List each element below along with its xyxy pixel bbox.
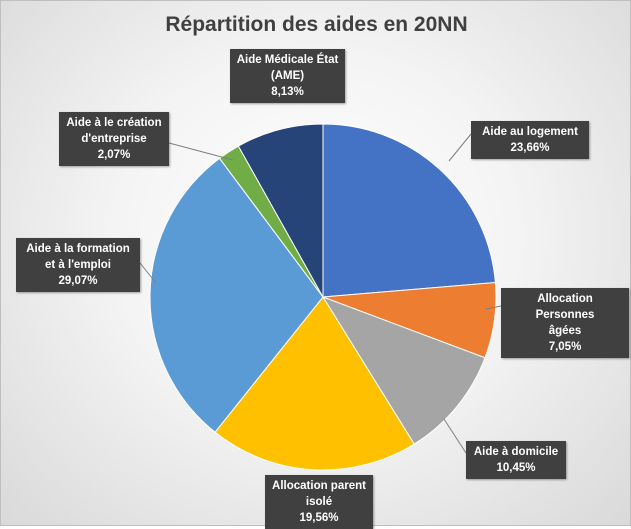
slice-value-label: 19,56% [299,512,339,524]
slice-value-label: 2,07% [97,149,131,161]
pie-slice [322,123,496,298]
data-label-callout: Aide à le création d'entreprise 2,07% [59,112,169,166]
slice-label: d'entreprise [81,133,147,145]
leader-line [448,133,472,162]
chart-title: Répartition des aides en 20NN [165,13,468,36]
data-label-callout: Aide à la formation et à l'emploi 29,07% [16,238,140,292]
data-label-callout: Allocation parent isolé 19,56% [265,475,373,529]
pie-slice [237,123,324,299]
slice-label: et à l'emploi [44,259,111,271]
slice-label: Allocation parent [272,480,366,492]
leader-line [443,418,467,454]
slice-label: Aide à la formation [26,243,130,255]
slice-label: Aide à le création [66,117,162,129]
slice-label: Aide au logement [482,126,578,138]
data-label-callout: Aide au logement 23,66% [471,121,589,159]
data-label-callout: Allocation Personnes âgées 7,05% [501,288,629,358]
data-label-callout: Aide Médicale État (AME) 8,13% [230,49,345,103]
slice-value-label: 23,66% [510,142,550,154]
leader-line [139,262,157,284]
slice-label: isolé [305,496,333,508]
pie-slice [321,296,486,445]
slice-label: (AME) [270,70,305,82]
slice-label: Aide à domicile [473,446,559,458]
slice-value-label: 8,13% [271,86,304,98]
slice-label: âgées [548,325,582,337]
leader-line [168,142,234,161]
data-label-callout: Aide à domicile 10,45% [466,441,566,479]
pie-slice [214,296,415,471]
slice-value-label: 7,05% [548,341,582,353]
slice-label: Allocation Personnes [535,293,595,321]
pie-slice [149,157,324,433]
leader-line [485,305,502,310]
slice-value-label: 10,45% [496,462,536,474]
slice-label: Aide Médicale État [236,54,339,66]
slice-value-label: 29,07% [58,275,98,287]
